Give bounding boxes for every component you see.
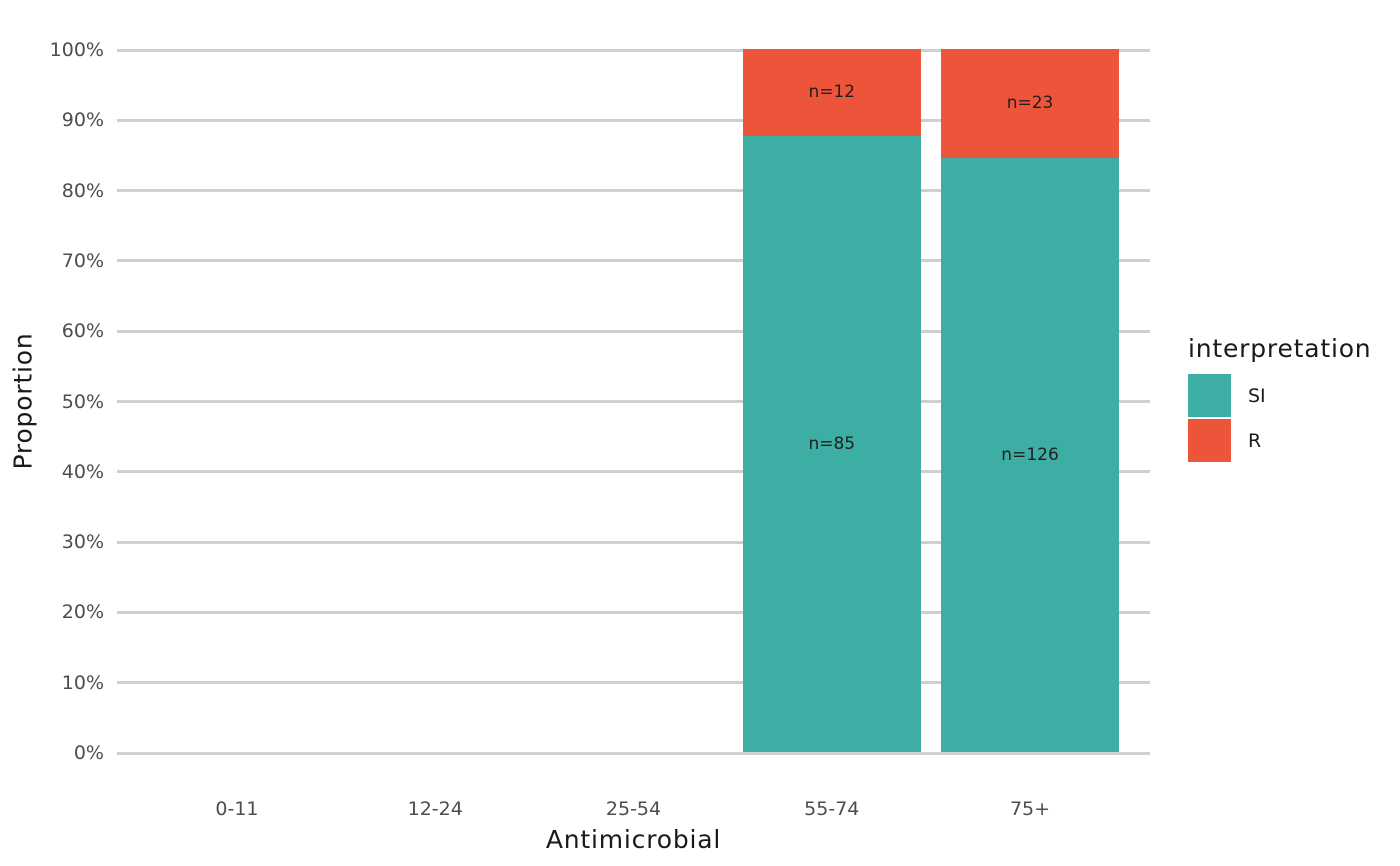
y-axis-title: Proportion — [8, 332, 38, 470]
x-tick-label: 12-24 — [407, 798, 463, 820]
bar-segment-si-55-74 — [743, 135, 921, 752]
legend-label-si: SI — [1248, 384, 1266, 407]
y-tick-label: 90% — [61, 109, 104, 132]
legend-swatch-r-icon — [1188, 419, 1231, 462]
y-tick-label: 40% — [61, 460, 104, 483]
y-tick-label: 60% — [61, 320, 104, 343]
legend-label-r: R — [1248, 429, 1262, 452]
bar-count-label: n=85 — [808, 433, 856, 454]
x-axis-title: Antimicrobial — [545, 825, 722, 854]
legend-swatch-si-icon — [1188, 374, 1231, 417]
bar-segment-si-75+ — [941, 157, 1119, 752]
gridline — [117, 540, 1150, 544]
gridline — [117, 329, 1150, 333]
bar-count-label: n=23 — [1006, 93, 1054, 114]
legend-item-si: SI — [1188, 374, 1400, 417]
bar-count-label: n=126 — [1001, 444, 1059, 465]
gridline — [117, 681, 1150, 685]
y-tick-label: 30% — [61, 531, 104, 554]
x-tick-label: 25-54 — [605, 798, 662, 820]
gridline — [117, 400, 1150, 403]
legend-title: interpretation — [1188, 334, 1372, 363]
y-tick-label: 0% — [73, 742, 104, 764]
x-tick-label: 75+ — [1009, 798, 1051, 820]
y-tick-label: 20% — [61, 601, 104, 624]
gridline — [117, 118, 1150, 122]
gridline — [117, 470, 1150, 474]
gridline — [117, 189, 1150, 193]
y-tick-label: 80% — [61, 179, 104, 202]
bar-segment-r-75+ — [941, 49, 1119, 158]
gridline — [117, 751, 1150, 755]
y-tick-label: 70% — [61, 249, 104, 272]
bar-count-label: n=12 — [808, 82, 856, 103]
y-tick-label: 50% — [61, 390, 104, 413]
gridline — [117, 259, 1150, 263]
gridline — [117, 48, 1150, 52]
x-tick-label: 55-74 — [804, 798, 860, 820]
legend-item-r: R — [1188, 419, 1400, 462]
legend: interpretation SI R — [1188, 334, 1400, 464]
y-tick-label: 100% — [49, 39, 104, 61]
y-tick-label: 10% — [61, 671, 104, 694]
x-tick-label: 0-11 — [215, 798, 259, 820]
gridline — [117, 610, 1150, 614]
bar-segment-r-55-74 — [743, 49, 921, 136]
